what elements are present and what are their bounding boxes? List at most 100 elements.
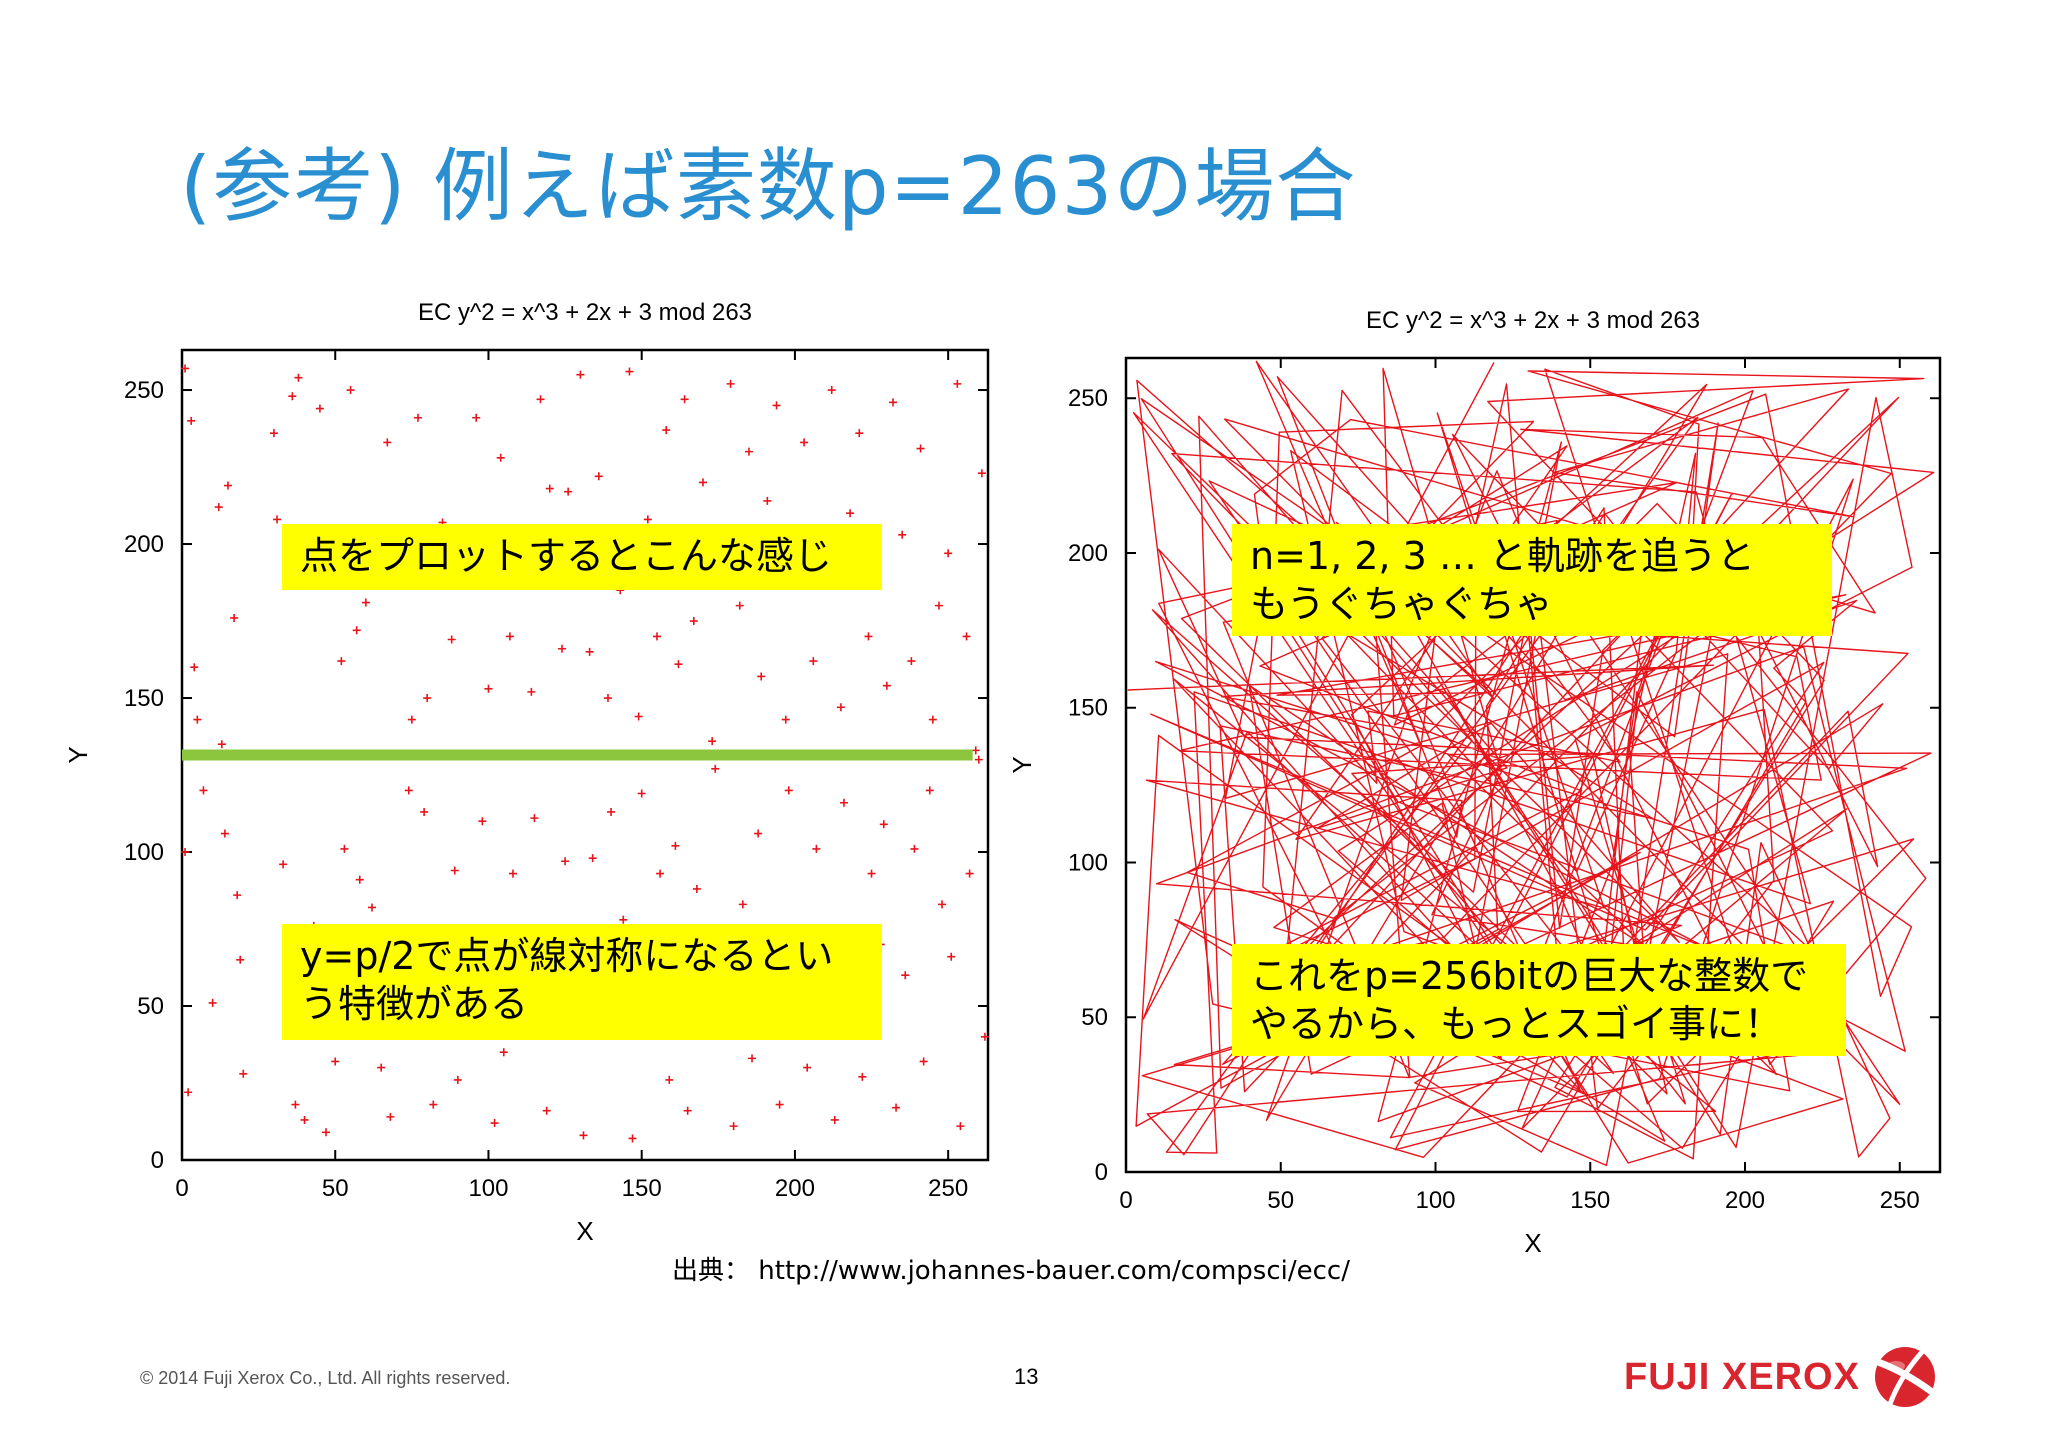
data-point [919, 1057, 928, 1066]
data-point [273, 515, 282, 524]
data-point [812, 844, 821, 853]
right-chart-ytick-label: 100 [1068, 849, 1108, 876]
data-point [910, 844, 919, 853]
left-chart-xtick-label: 100 [468, 1175, 508, 1202]
data-point [561, 857, 570, 866]
left-chart-ylabel: Y [63, 746, 93, 763]
left-chart-xtick-label: 150 [622, 1175, 662, 1202]
data-point [934, 601, 943, 610]
copyright-notice: © 2014 Fuji Xerox Co., Ltd. All rights r… [140, 1368, 511, 1388]
data-point [977, 469, 986, 478]
data-point [744, 447, 753, 456]
left-chart-xtick-label: 250 [928, 1175, 968, 1202]
data-point [181, 364, 190, 373]
data-point [800, 438, 809, 447]
data-point [708, 737, 717, 746]
right-chart-ytick-label: 250 [1068, 385, 1108, 412]
callout-256bit-line-2: やるから、もっとスゴイ事に！ [1250, 1002, 1783, 1046]
data-point [980, 1032, 989, 1041]
data-point [223, 481, 232, 490]
right-chart-ytick-label: 50 [1081, 1004, 1108, 1031]
data-point [858, 1072, 867, 1081]
data-point [971, 746, 980, 755]
right-chart-xtick-label: 250 [1880, 1187, 1920, 1214]
data-point [928, 715, 937, 724]
data-point [279, 860, 288, 869]
data-point [830, 1115, 839, 1124]
data-point [288, 392, 297, 401]
callout-256bit-line-1: これをp=256bitの巨大な整数で [1250, 954, 1809, 998]
data-point [239, 1069, 248, 1078]
right-chart-xtick-label: 0 [1119, 1187, 1132, 1214]
data-point [337, 657, 346, 666]
data-point [665, 1075, 674, 1084]
right-chart-ytick-label: 200 [1068, 540, 1108, 567]
callout-symmetry-line-2: う特徴がある [300, 982, 529, 1026]
callout-plot-points: 点をプロットするとこんな感じ [282, 524, 882, 590]
data-point [490, 1119, 499, 1128]
data-point [588, 854, 597, 863]
right-chart-ylabel: Y [1007, 756, 1037, 773]
data-point [607, 807, 616, 816]
data-point [888, 398, 897, 407]
left-chart-ytick-label: 0 [151, 1147, 164, 1174]
data-point [864, 632, 873, 641]
data-point [953, 379, 962, 388]
right-chart-ytick-label: 150 [1068, 695, 1108, 722]
data-point [653, 632, 662, 641]
data-point [867, 869, 876, 878]
data-point [383, 438, 392, 447]
left-chart-ytick-label: 100 [124, 839, 164, 866]
data-point [839, 798, 848, 807]
right-chart-frame [1124, 356, 1942, 1174]
left-chart-xtick-label: 200 [775, 1175, 815, 1202]
data-point [692, 884, 701, 893]
data-point [637, 789, 646, 798]
data-point [193, 715, 202, 724]
data-point [208, 998, 217, 1007]
data-point [836, 703, 845, 712]
callout-symmetry: y=p/2で点が線対称になるとい う特徴がある [282, 924, 882, 1040]
data-point [340, 844, 349, 853]
data-point [346, 386, 355, 395]
data-point [386, 1112, 395, 1121]
data-point [230, 613, 239, 622]
data-point [527, 687, 536, 696]
data-point [711, 764, 720, 773]
data-point [558, 644, 567, 653]
data-point [625, 367, 634, 376]
data-point [269, 429, 278, 438]
data-point [628, 1134, 637, 1143]
source-citation: 出典： http://www.johannes-bauer.com/compsc… [672, 1256, 1350, 1286]
data-point [784, 786, 793, 795]
data-point [331, 1057, 340, 1066]
data-point [775, 1100, 784, 1109]
data-point [729, 1122, 738, 1131]
data-point [294, 373, 303, 382]
data-point [377, 1063, 386, 1072]
data-point [947, 952, 956, 961]
data-point [429, 1100, 438, 1109]
data-point [634, 712, 643, 721]
data-point [907, 657, 916, 666]
data-point [413, 413, 422, 422]
data-point [368, 903, 377, 912]
slide-title: (参考) 例えば素数p=263の場合 [180, 140, 1357, 233]
data-point [187, 416, 196, 425]
data-point [901, 971, 910, 980]
right-chart-xlabel: X [1524, 1228, 1541, 1258]
data-point [846, 509, 855, 518]
data-point [536, 395, 545, 404]
data-point [781, 715, 790, 724]
data-point [484, 684, 493, 693]
data-point [300, 1115, 309, 1124]
left-chart-xtick-label: 0 [175, 1175, 188, 1202]
logo-text: FUJI XEROX [1624, 1355, 1860, 1398]
left-chart-xlabel: X [576, 1216, 593, 1246]
left-chart-ytick-label: 150 [124, 685, 164, 712]
data-point [662, 426, 671, 435]
data-point [683, 1106, 692, 1115]
data-point [233, 891, 242, 900]
data-point [754, 829, 763, 838]
data-point [217, 740, 226, 749]
